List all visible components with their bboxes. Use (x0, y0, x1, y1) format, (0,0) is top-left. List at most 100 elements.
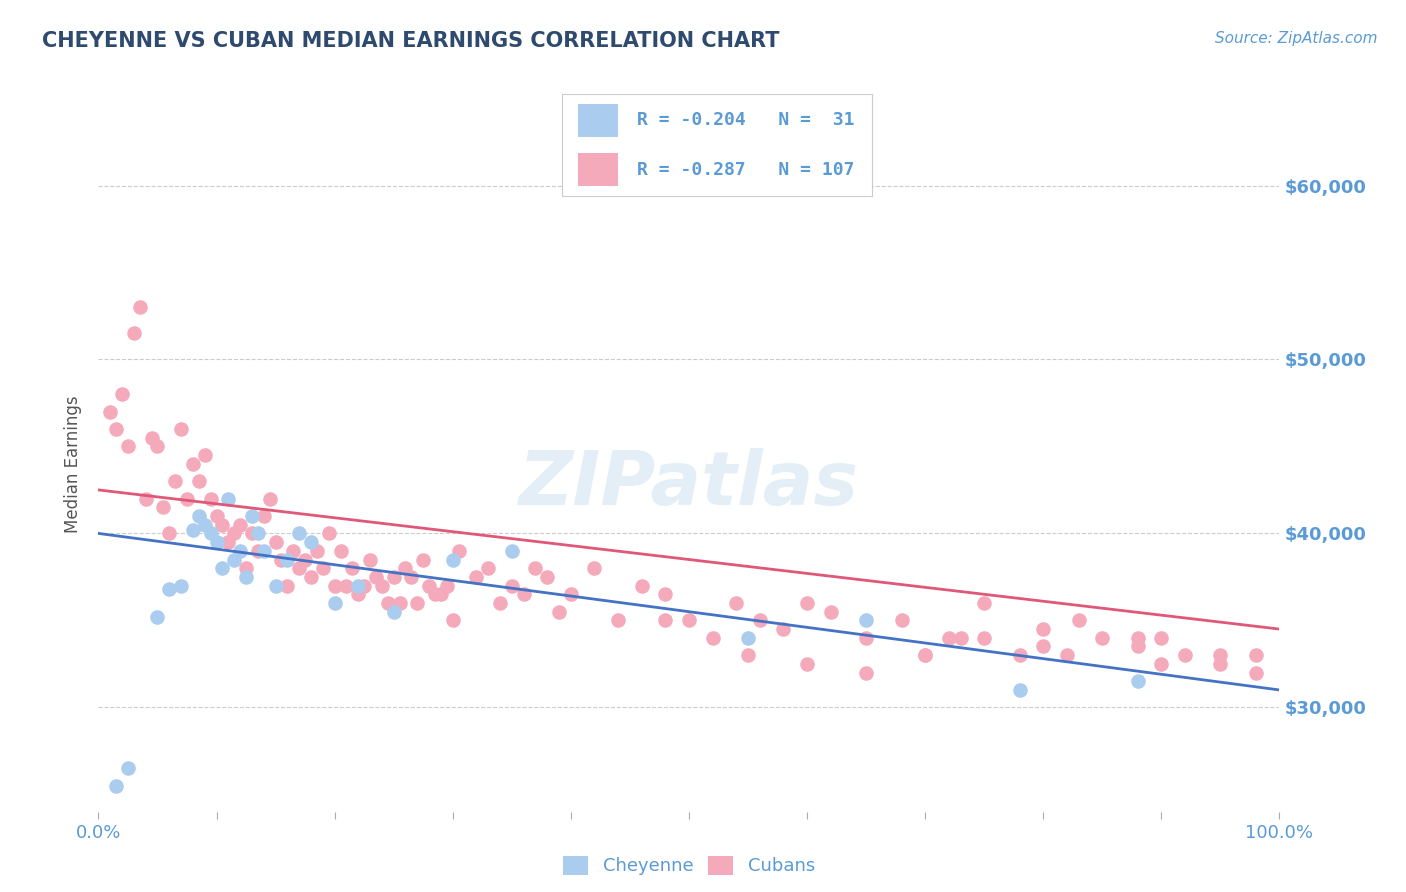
Point (1209, 648, 1232, 662)
Point (342, 561, 364, 575)
Point (105, 422, 128, 436)
Point (246, 543, 269, 558)
Text: R = -0.204   N =  31: R = -0.204 N = 31 (637, 112, 853, 129)
Point (560, 587, 582, 601)
Point (312, 561, 335, 575)
Point (347, 587, 370, 601)
Point (382, 570, 405, 584)
Point (270, 552, 292, 566)
Point (122, 326, 145, 341)
Point (229, 543, 252, 558)
Point (1209, 657, 1232, 671)
Point (914, 648, 936, 662)
Point (630, 578, 652, 592)
Point (501, 578, 523, 592)
Point (318, 526, 340, 541)
Point (157, 582, 180, 596)
Point (364, 570, 387, 584)
Point (170, 578, 193, 592)
Point (224, 552, 246, 566)
Point (725, 596, 748, 610)
Point (211, 517, 233, 532)
Point (737, 631, 759, 645)
Point (288, 561, 311, 575)
Point (436, 578, 458, 592)
Point (323, 596, 346, 610)
Point (205, 508, 228, 523)
Text: Source: ZipAtlas.com: Source: ZipAtlas.com (1215, 31, 1378, 46)
Point (187, 474, 209, 488)
Point (1032, 640, 1054, 654)
Point (294, 552, 316, 566)
Point (1244, 648, 1267, 662)
Point (1008, 648, 1031, 662)
Point (200, 491, 222, 506)
Point (1008, 683, 1031, 698)
Point (98, 404, 121, 418)
Point (371, 578, 394, 592)
Point (253, 543, 276, 558)
Point (217, 491, 239, 506)
Point (1174, 648, 1197, 662)
Point (1032, 622, 1054, 636)
Point (353, 578, 375, 592)
Point (111, 387, 134, 401)
Point (820, 605, 842, 619)
Point (224, 526, 246, 541)
Point (1126, 640, 1149, 654)
Point (737, 648, 759, 662)
Point (441, 552, 464, 566)
Point (259, 491, 281, 506)
Point (117, 761, 139, 775)
Point (430, 587, 453, 601)
Point (973, 596, 995, 610)
Point (146, 610, 169, 624)
Point (335, 578, 357, 592)
Point (187, 508, 209, 523)
Point (1056, 648, 1078, 662)
Legend: Cheyenne, Cubans: Cheyenne, Cubans (555, 849, 823, 883)
Point (973, 631, 995, 645)
Point (382, 605, 405, 619)
FancyBboxPatch shape (578, 153, 619, 186)
Point (748, 614, 770, 628)
Point (447, 543, 470, 558)
Point (146, 439, 169, 453)
Point (583, 561, 606, 575)
Point (855, 665, 877, 680)
Point (235, 570, 257, 584)
Point (949, 631, 972, 645)
Point (394, 561, 416, 575)
Point (1244, 665, 1267, 680)
Point (607, 614, 630, 628)
Point (423, 587, 446, 601)
Text: R = -0.287   N = 107: R = -0.287 N = 107 (637, 161, 853, 178)
Point (914, 648, 936, 662)
Point (512, 587, 534, 601)
Point (548, 605, 571, 619)
Point (489, 596, 512, 610)
Point (329, 543, 352, 558)
Point (181, 523, 204, 537)
Point (181, 457, 204, 471)
Point (796, 657, 818, 671)
Point (105, 779, 128, 793)
Point (305, 543, 328, 558)
Point (1067, 614, 1090, 628)
Point (200, 526, 222, 541)
Point (211, 561, 233, 575)
Point (283, 543, 305, 558)
Point (388, 596, 411, 610)
Point (501, 543, 523, 558)
Point (938, 631, 960, 645)
Point (418, 578, 440, 592)
Point (165, 474, 187, 488)
Y-axis label: Median Earnings: Median Earnings (65, 395, 83, 533)
Point (1126, 674, 1149, 689)
Point (323, 578, 346, 592)
Point (855, 614, 877, 628)
Point (441, 614, 464, 628)
Text: CHEYENNE VS CUBAN MEDIAN EARNINGS CORRELATION CHART: CHEYENNE VS CUBAN MEDIAN EARNINGS CORREL… (42, 31, 780, 51)
Point (1091, 631, 1114, 645)
Text: ZIPatlas: ZIPatlas (519, 448, 859, 521)
